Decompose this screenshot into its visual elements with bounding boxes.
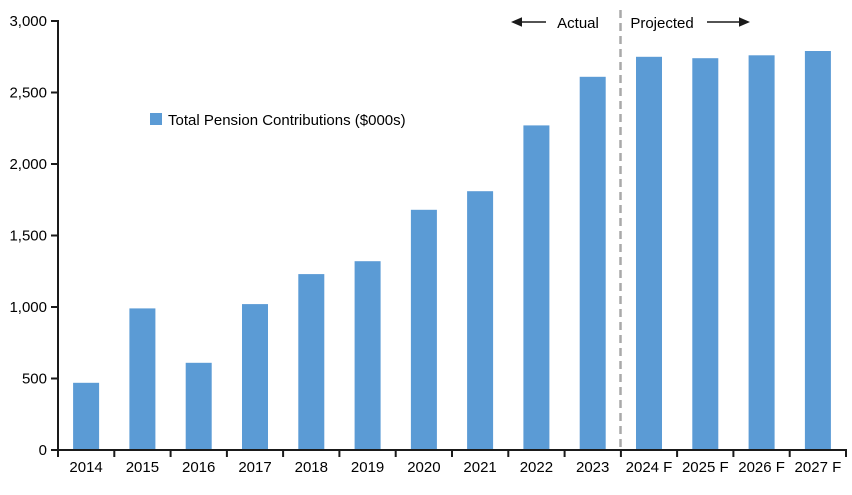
- bar-2015: [129, 308, 156, 450]
- legend-label: Total Pension Contributions ($000s): [168, 112, 406, 129]
- y-tick-label-2,000: 2,000: [9, 156, 47, 173]
- bar-2022: [523, 125, 550, 451]
- y-tick-label-3,000: 3,000: [9, 13, 47, 30]
- x-label-2020: 2020: [407, 459, 440, 476]
- x-label-2018: 2018: [295, 459, 328, 476]
- bar-2019: [354, 261, 381, 450]
- y-tick-label-2,500: 2,500: [9, 85, 47, 102]
- x-label-2024-f: 2024 F: [626, 459, 673, 476]
- y-axis-labels: 0 500 1,000 1,500 2,000 2,500 3,000: [9, 13, 47, 459]
- bar-2027-f: [804, 51, 831, 450]
- bar-2026-f: [748, 55, 775, 451]
- bar-2024-f: [636, 56, 662, 451]
- bars-group: [73, 51, 831, 451]
- bar-2016: [185, 362, 212, 450]
- projected-annotation: Projected: [630, 15, 750, 32]
- bar-2017: [242, 304, 268, 450]
- y-tick-label-500: 500: [22, 371, 47, 388]
- x-label-2014: 2014: [69, 459, 102, 476]
- y-tick-label-0: 0: [39, 442, 47, 459]
- legend: Total Pension Contributions ($000s): [150, 112, 406, 129]
- x-label-2025-f: 2025 F: [682, 459, 729, 476]
- x-axis-labels: 2014 2015 2016 2017 2018 2019 2020 2021 2022 2023…: [69, 459, 841, 476]
- bar-2018: [298, 274, 325, 450]
- x-ticks-group: [57, 450, 847, 457]
- x-label-2027-f: 2027 F: [795, 459, 842, 476]
- x-label-2016: 2016: [182, 459, 215, 476]
- x-label-2019: 2019: [351, 459, 384, 476]
- actual-label: Actual: [557, 15, 599, 32]
- x-label-2017: 2017: [238, 459, 271, 476]
- projected-label: Projected: [630, 15, 693, 32]
- y-tick-label-1,500: 1,500: [9, 228, 47, 245]
- bar-2020: [410, 209, 437, 450]
- bar-2014: [73, 382, 100, 450]
- bar-2023: [579, 76, 606, 451]
- x-label-2022: 2022: [520, 459, 553, 476]
- x-label-2026-f: 2026 F: [738, 459, 785, 476]
- actual-arrowhead-icon: [511, 17, 522, 27]
- actual-annotation: Actual: [511, 15, 599, 32]
- y-ticks-group: [51, 20, 58, 451]
- x-label-2015: 2015: [126, 459, 159, 476]
- bar-2021: [467, 191, 494, 450]
- x-label-2021: 2021: [463, 459, 496, 476]
- x-label-2023: 2023: [576, 459, 609, 476]
- legend-swatch-icon: [150, 113, 162, 125]
- y-tick-label-1,000: 1,000: [9, 299, 47, 316]
- projected-arrowhead-icon: [739, 17, 750, 27]
- bar-2025-f: [692, 58, 719, 450]
